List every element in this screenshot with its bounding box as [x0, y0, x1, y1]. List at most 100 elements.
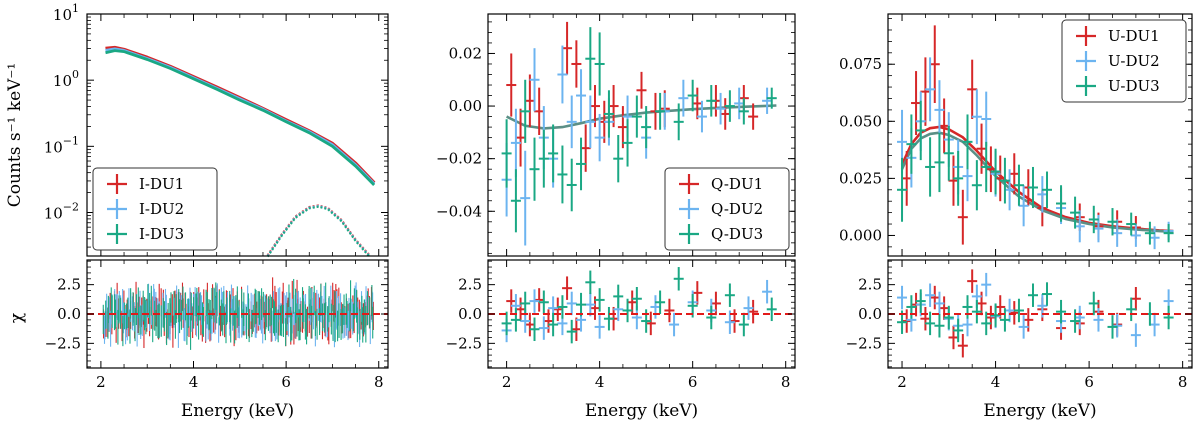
data-point-Q-DU2 [576, 69, 587, 122]
x-tick-label: 2 [897, 373, 907, 391]
residual-point-Q-DU1 [748, 299, 759, 324]
y-tick-label-exponent: 0 [72, 68, 79, 81]
residual-point-Q-DU1 [571, 317, 582, 341]
residual-y-axis-label: χ [7, 313, 27, 323]
x-axis-label: Energy (keV) [983, 401, 1096, 421]
U-DU1-model [900, 125, 1174, 233]
data-point-U-DU1 [957, 189, 968, 245]
data-point-U-DU1 [985, 146, 996, 193]
residual-point-Q-DU3 [631, 287, 642, 311]
y-tick-label: 0.00 [449, 97, 482, 115]
y-tick-label: 0.050 [839, 112, 882, 130]
residual-point-U-DU3 [1056, 299, 1067, 324]
y-tick-label-exponent: 1 [72, 2, 79, 15]
data-point-Q-DU1 [748, 103, 759, 130]
data-point-Q-DU1 [534, 87, 545, 135]
residual-point-U-DU2 [1093, 308, 1104, 332]
data-point-Q-DU3 [576, 137, 587, 191]
panel-U-main-frame [887, 13, 1193, 257]
residual-point-Q-DU3 [557, 295, 568, 319]
y-tick-label: 0.025 [839, 169, 882, 187]
residual-point-U-DU1 [1009, 301, 1020, 325]
residual-point-Q-DU2 [762, 279, 773, 304]
data-point-Q-DU1 [692, 87, 703, 120]
data-point-Q-DU2 [678, 79, 689, 117]
data-point-Q-DU2 [734, 87, 745, 120]
residual-point-Q-DU3 [641, 309, 652, 333]
legend-I: I-DU1 I-DU2 I-DU3 [92, 167, 218, 251]
y-tick-label-exponent: −1 [63, 134, 79, 147]
residual-point-Q-DU3 [603, 306, 614, 331]
residual-point-U-DU1 [920, 306, 931, 331]
residual-point-Q-DU3 [706, 305, 717, 330]
residual-point-U-DU2 [1149, 312, 1160, 337]
data-point-U-DU3 [1070, 196, 1081, 229]
legend-label: I-DU2 [139, 200, 184, 218]
data-point-U-DU3 [1107, 208, 1118, 236]
residual-point-U-DU3 [906, 295, 917, 319]
residual-point-U-DU3 [1013, 298, 1024, 323]
residual-point-U-DU3 [1070, 309, 1081, 333]
residual-point-Q-DU1 [645, 311, 656, 336]
residual-point-Q-DU3 [585, 270, 596, 295]
y-tick-label: −0.02 [436, 150, 482, 168]
residual-point-U-DU3 [962, 295, 973, 319]
residual-point-U-DU1 [957, 333, 968, 358]
data-point-Q-DU3 [538, 129, 549, 188]
y-tick-label: 0.000 [839, 226, 882, 244]
data-point-Q-DU2 [529, 48, 540, 112]
legend-Q: Q-DU1 Q-DU2 Q-DU3 [664, 167, 790, 251]
residual-point-U-DU2 [1018, 315, 1029, 339]
residual-point-Q-DU3 [538, 290, 549, 314]
data-point-Q-DU2 [520, 150, 531, 246]
residual-point-U-DU2 [1130, 323, 1141, 347]
residual-point-U-DU2 [934, 291, 945, 316]
legend-label: Q-DU1 [711, 175, 763, 193]
data-point-Q-DU3 [501, 119, 512, 188]
residual-point-U-DU3 [925, 311, 936, 336]
data-point-Q-DU2 [696, 100, 707, 133]
residual-series-I-DU3 [102, 278, 374, 350]
residual-point-U-DU1 [967, 269, 978, 293]
data-point-Q-DU3 [585, 27, 596, 91]
residual-point-U-DU3 [990, 303, 1001, 327]
residual-point-U-DU1 [901, 309, 912, 333]
data-point-Q-DU3 [655, 92, 666, 130]
residual-point-Q-DU3 [613, 284, 624, 309]
data-point-Q-DU3 [613, 135, 624, 183]
residual-series-U-DU3 [897, 282, 1174, 343]
data-point-Q-DU3 [724, 90, 735, 122]
residual-point-U-DU2 [1004, 298, 1015, 323]
data-point-U-DU2 [1074, 210, 1085, 243]
data-point-U-DU1 [929, 25, 940, 104]
legend-label: U-DU3 [1108, 77, 1160, 95]
Q-model [506, 104, 777, 130]
residual-point-U-DU1 [985, 305, 996, 330]
data-point-Q-DU1 [524, 74, 535, 128]
data-point-U-DU2 [1149, 226, 1160, 250]
data-point-Q-DU1 [720, 98, 731, 130]
residual-point-Q-DU1 [543, 309, 554, 333]
x-axis-label: Energy (keV) [181, 401, 294, 421]
residual-point-Q-DU2 [538, 316, 549, 340]
y-tick-label: 10−1 [44, 134, 79, 156]
residual-point-Q-DU1 [664, 298, 675, 323]
data-point-U-DU3 [999, 157, 1010, 204]
residual-point-U-DU3 [943, 305, 954, 330]
y-axis-label: Counts s⁻¹ keV⁻¹ [5, 63, 25, 207]
data-point-Q-DU3 [738, 98, 749, 125]
y-tick-label: 10−2 [44, 200, 79, 222]
data-point-Q-DU2 [715, 92, 726, 125]
data-point-U-DU1 [920, 57, 931, 126]
data-point-Q-DU1 [636, 71, 647, 109]
x-tick-label: 8 [1178, 373, 1188, 391]
residual-y-tick-label: −2.5 [45, 334, 81, 352]
data-point-U-DU3 [990, 148, 1001, 195]
data-point-Q-DU3 [520, 79, 531, 143]
legend-label: U-DU2 [1108, 52, 1160, 70]
residual-point-Q-DU2 [566, 291, 577, 316]
residual-point-U-DU3 [915, 289, 926, 313]
x-tick-label: 6 [688, 373, 698, 391]
data-point-Q-DU3 [631, 95, 642, 138]
